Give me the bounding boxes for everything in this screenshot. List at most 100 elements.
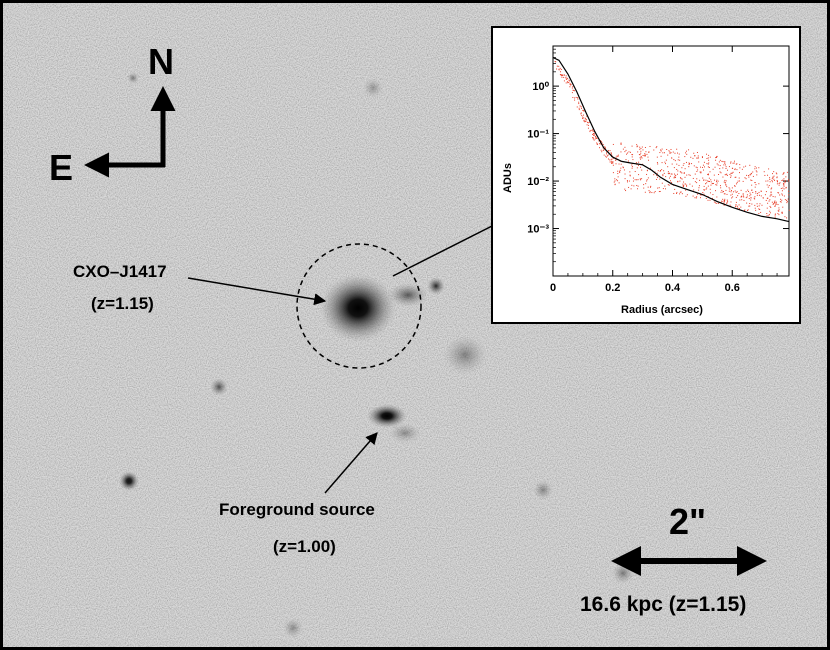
profile-point [712, 194, 714, 196]
profile-point [589, 129, 591, 131]
profile-point [556, 68, 558, 70]
profile-point [755, 191, 757, 193]
profile-point [657, 163, 659, 165]
profile-point [739, 172, 741, 174]
profile-point [773, 201, 775, 203]
profile-point [758, 183, 760, 185]
profile-point [707, 199, 709, 201]
profile-point [729, 188, 731, 190]
foreground-name-label: Foreground source [219, 500, 375, 519]
profile-point [607, 154, 609, 156]
profile-point [627, 160, 629, 162]
profile-point [776, 203, 778, 205]
profile-point [592, 138, 594, 140]
profile-point [585, 119, 587, 121]
foreground-redshift-label: (z=1.00) [273, 537, 336, 556]
profile-point [649, 192, 651, 194]
profile-point [750, 173, 752, 175]
profile-point [677, 159, 679, 161]
profile-point [594, 135, 596, 137]
aperture-circle [296, 243, 422, 369]
profile-point [571, 87, 573, 89]
profile-point [644, 155, 646, 157]
profile-point [617, 180, 619, 182]
profile-point [641, 169, 643, 171]
profile-point [739, 199, 741, 201]
profile-point [636, 144, 638, 146]
profile-point [628, 186, 630, 188]
profile-point [783, 172, 785, 174]
profile-point [774, 200, 776, 202]
profile-point [673, 176, 675, 178]
profile-point [598, 140, 600, 142]
profile-point [781, 211, 783, 213]
profile-point [681, 172, 683, 174]
profile-point [721, 160, 723, 162]
profile-point [679, 177, 681, 179]
profile-point [709, 192, 711, 194]
profile-point [611, 154, 613, 156]
profile-point [711, 197, 713, 199]
profile-point [786, 199, 788, 201]
profile-point [610, 161, 612, 163]
profile-point [640, 152, 642, 154]
profile-point [604, 146, 606, 148]
profile-point [636, 167, 638, 169]
profile-point [578, 107, 580, 109]
profile-point [716, 184, 718, 186]
profile-point [595, 136, 597, 138]
profile-point [755, 192, 757, 194]
profile-point [602, 144, 604, 146]
profile-point [697, 193, 699, 195]
profile-point [713, 179, 715, 181]
y-axis-label: ADUs [502, 163, 514, 193]
profile-point [580, 113, 582, 115]
profile-point [563, 74, 565, 76]
profile-point [732, 162, 734, 164]
profile-point [617, 154, 619, 156]
profile-point [778, 183, 780, 185]
profile-point [736, 169, 738, 171]
profile-point [631, 156, 633, 158]
profile-point [735, 191, 737, 193]
profile-point [695, 166, 697, 168]
profile-point [724, 198, 726, 200]
profile-point [603, 149, 605, 151]
profile-point [736, 163, 738, 165]
profile-point [679, 193, 681, 195]
profile-point [783, 183, 785, 185]
profile-point [667, 171, 669, 173]
profile-point [786, 202, 788, 204]
profile-point [581, 107, 583, 109]
profile-point [724, 174, 726, 176]
profile-point [565, 78, 567, 80]
profile-point [701, 156, 703, 158]
profile-point [699, 179, 701, 181]
profile-point [628, 180, 630, 182]
profile-point [749, 164, 751, 166]
profile-point [781, 211, 783, 213]
profile-point [722, 198, 724, 200]
profile-point [707, 196, 709, 198]
profile-point [723, 181, 725, 183]
profile-point [612, 172, 614, 174]
profile-point [619, 169, 621, 171]
profile-point [559, 71, 561, 73]
profile-point [653, 174, 655, 176]
profile-point [780, 201, 782, 203]
profile-point [665, 159, 667, 161]
profile-point [604, 147, 606, 149]
profile-point [732, 196, 734, 198]
profile-point [617, 176, 619, 178]
profile-point [646, 170, 648, 172]
profile-point [700, 166, 702, 168]
profile-point [605, 155, 607, 157]
profile-point [662, 152, 664, 154]
profile-point [769, 195, 771, 197]
profile-point [739, 180, 741, 182]
profile-point [641, 157, 643, 159]
profile-point [758, 167, 760, 169]
profile-point [656, 172, 658, 174]
radial-profile-inset: 0 0.2 0.4 0.6 10⁻³ 10⁻² 10⁻¹ 10⁰ ADUs Radius (a… [491, 26, 801, 324]
profile-point [738, 193, 740, 195]
